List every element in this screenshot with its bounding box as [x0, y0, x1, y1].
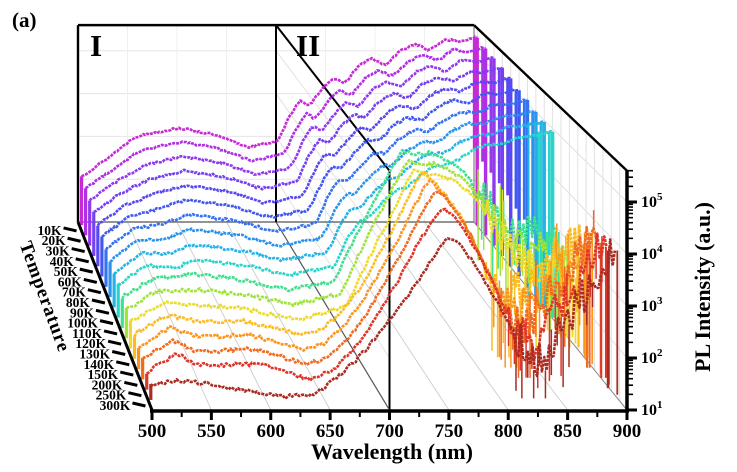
wavelength-tick-label: 750 [435, 421, 464, 442]
wavelength-tick-label: 700 [375, 421, 404, 442]
temp-tick-label: 200K [92, 377, 123, 392]
temp-tick-label: 150K [88, 367, 119, 382]
wavelength-tick-label: 500 [138, 421, 167, 442]
wavelength-tick-label: 900 [613, 421, 642, 442]
intensity-axis: 101 102 103 104 105 [625, 169, 663, 419]
temp-tick-label: 120K [75, 336, 106, 351]
spectra-curves [79, 35, 619, 400]
region-label-I: I [90, 28, 103, 63]
curve-10K [79, 35, 479, 226]
wavelength-tick-label: 650 [316, 421, 345, 442]
wavelength-tick-label: 850 [553, 421, 582, 442]
wavelength-axis: 500 550 600 650 700 750 800 850 900 [138, 409, 642, 442]
temperature-axis: 10K20K30K40K50K60K70K80K90K100K110K120K1… [38, 221, 154, 413]
intensity-tick-label: 103 [641, 295, 663, 315]
temp-tick-label: 100K [67, 316, 98, 331]
temp-tick-label: 50K [54, 264, 79, 279]
x-axis-title: Wavelength (nm) [311, 439, 473, 464]
temp-tick-label: 300K [100, 398, 131, 413]
curve-90K [112, 120, 546, 308]
intensity-tick-label: 101 [641, 399, 663, 419]
temp-tick-label: 250K [96, 388, 127, 403]
temp-tick-label: 130K [79, 346, 110, 361]
temp-tick-label: 140K [83, 357, 114, 372]
temp-tick-label: 30K [46, 244, 71, 259]
temp-tick-label: 90K [70, 305, 95, 320]
intensity-tick-label: 102 [641, 347, 663, 367]
temp-tick-label: 70K [62, 285, 87, 300]
temp-tick-label: 110K [72, 326, 103, 341]
curve-300K [149, 237, 619, 400]
intensity-tick-label: 104 [641, 243, 663, 263]
temp-tick-label: 20K [42, 233, 67, 248]
panel-label: (a) [12, 8, 37, 32]
intensity-tick-label: 105 [641, 191, 663, 211]
z-axis-title: PL Intensity (a.u.) [690, 202, 715, 372]
temp-tick-label: 10K [38, 223, 63, 238]
wavelength-tick-label: 550 [197, 421, 226, 442]
region-label-II: II [296, 28, 321, 63]
temp-tick-label: 60K [58, 274, 83, 289]
temp-tick-label: 80K [66, 295, 91, 310]
wavelength-tick-label: 600 [257, 421, 286, 442]
curve-30K [88, 56, 496, 246]
temp-tick-label: 40K [50, 254, 75, 269]
wavelength-tick-label: 800 [494, 421, 523, 442]
